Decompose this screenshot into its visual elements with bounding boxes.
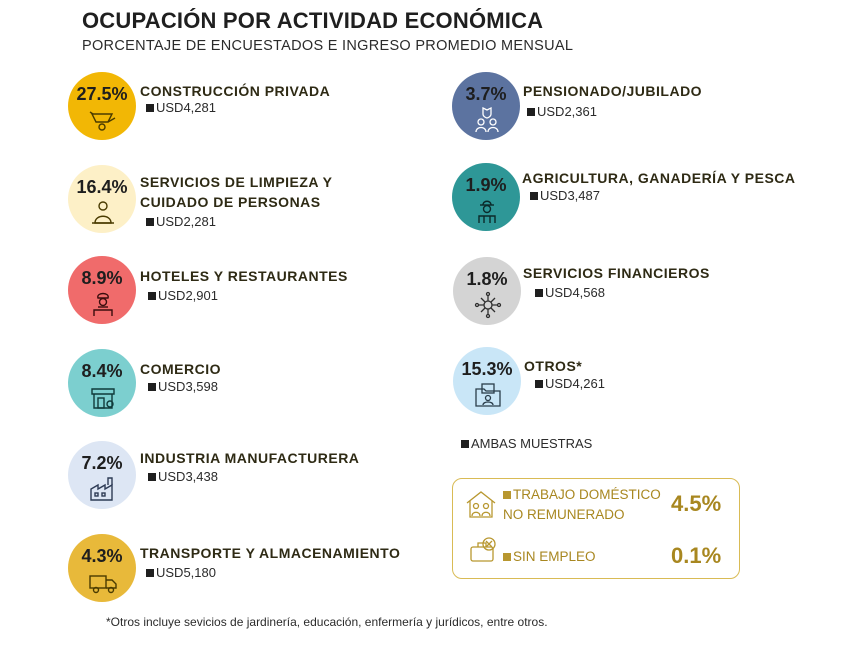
activity-label: OTROS* xyxy=(524,358,583,374)
truck-icon xyxy=(88,568,118,596)
activity-circle: 8.9% xyxy=(68,256,136,324)
legend-square xyxy=(503,553,511,561)
farmer-icon xyxy=(472,197,502,225)
activity-percentage: 3.7% xyxy=(465,84,507,104)
activity-circle: 7.2% xyxy=(68,441,136,509)
activity-label-line2: CUIDADO DE PERSONAS xyxy=(140,194,321,210)
page-title: OCUPACIÓN POR ACTIVIDAD ECONÓMICA xyxy=(82,8,544,33)
activity-income: USD4,281 xyxy=(146,100,216,115)
activity-label: CONSTRUCCIÓN PRIVADA xyxy=(140,83,331,99)
activity-circle: 15.3% xyxy=(453,347,521,415)
finance-network-icon xyxy=(473,291,503,319)
legend-square xyxy=(146,218,154,226)
activity-percentage: 8.4% xyxy=(81,361,123,381)
legend-square xyxy=(535,289,543,297)
legend-square xyxy=(148,292,156,300)
activity-income: USD5,180 xyxy=(146,565,216,580)
activity-circle: 4.3% xyxy=(68,534,136,602)
activity-percentage: 4.3% xyxy=(81,546,123,566)
legend-square xyxy=(461,440,469,448)
summary-value-trabajo-domestico: 4.5% xyxy=(671,491,722,516)
activity-circle: 16.4% xyxy=(68,165,136,233)
activity-percentage: 7.2% xyxy=(81,453,123,473)
activity-label: TRANSPORTE Y ALMACENAMIENTO xyxy=(140,545,401,561)
activity-income: USD3,598 xyxy=(148,379,218,394)
store-icon xyxy=(88,383,118,411)
cleaner-icon xyxy=(88,199,118,227)
activity-percentage: 1.8% xyxy=(466,269,508,289)
summary-label-sin-empleo: SIN EMPLEO xyxy=(503,547,596,567)
household-icon xyxy=(465,489,497,519)
factory-icon xyxy=(88,475,118,503)
activity-circle: 1.9% xyxy=(452,163,520,231)
summary-label-line2: NO REMUNERADO xyxy=(503,507,625,522)
legend-square xyxy=(527,108,535,116)
legend-square xyxy=(503,491,511,499)
folder-person-icon xyxy=(473,381,503,409)
activity-label: AGRICULTURA, GANADERÍA Y PESCA xyxy=(522,170,796,186)
activity-income: USD4,261 xyxy=(535,376,605,391)
wheelbarrow-icon xyxy=(88,106,118,134)
legend-square xyxy=(530,192,538,200)
legend-ambas-muestras: AMBAS MUESTRAS xyxy=(461,436,592,451)
activity-percentage: 8.9% xyxy=(81,268,123,288)
summary-label-line1: TRABAJO DOMÉSTICO xyxy=(503,485,661,505)
activity-label: COMERCIO xyxy=(140,361,221,377)
activity-circle: 1.8% xyxy=(453,257,521,325)
activity-circle: 8.4% xyxy=(68,349,136,417)
activity-income: USD3,487 xyxy=(530,188,600,203)
activity-income: USD4,568 xyxy=(535,285,605,300)
activity-income: USD2,281 xyxy=(146,214,216,229)
activity-percentage: 16.4% xyxy=(76,177,128,197)
activity-circle: 27.5% xyxy=(68,72,136,140)
unemployed-icon xyxy=(467,535,499,565)
activity-label: SERVICIOS FINANCIEROS xyxy=(523,265,710,281)
activity-income: USD2,901 xyxy=(148,288,218,303)
page-subtitle: PORCENTAJE DE ENCUESTADOS E INGRESO PROM… xyxy=(82,38,574,54)
activity-label: INDUSTRIA MANUFACTURERA xyxy=(140,450,360,466)
activity-label: HOTELES Y RESTAURANTES xyxy=(140,268,348,284)
summary-box: TRABAJO DOMÉSTICO NO REMUNERADO 4.5% SIN… xyxy=(452,478,740,579)
legend-square xyxy=(535,380,543,388)
legend-square xyxy=(146,104,154,112)
legend-square xyxy=(146,569,154,577)
activity-circle: 3.7% xyxy=(452,72,520,140)
activity-income: USD3,438 xyxy=(148,469,218,484)
activity-percentage: 27.5% xyxy=(76,84,128,104)
chef-icon xyxy=(88,290,118,318)
legend-square xyxy=(148,383,156,391)
retirees-icon xyxy=(472,106,502,134)
summary-value-sin-empleo: 0.1% xyxy=(671,543,722,568)
legend-square xyxy=(148,473,156,481)
activity-label-line1: SERVICIOS DE LIMPIEZA Y xyxy=(140,174,333,190)
activity-percentage: 15.3% xyxy=(461,359,513,379)
activity-label: PENSIONADO/JUBILADO xyxy=(523,83,703,99)
activity-income: USD2,361 xyxy=(527,104,597,119)
activity-percentage: 1.9% xyxy=(465,175,507,195)
footnote: *Otros incluye sevicios de jardinería, e… xyxy=(106,615,548,629)
